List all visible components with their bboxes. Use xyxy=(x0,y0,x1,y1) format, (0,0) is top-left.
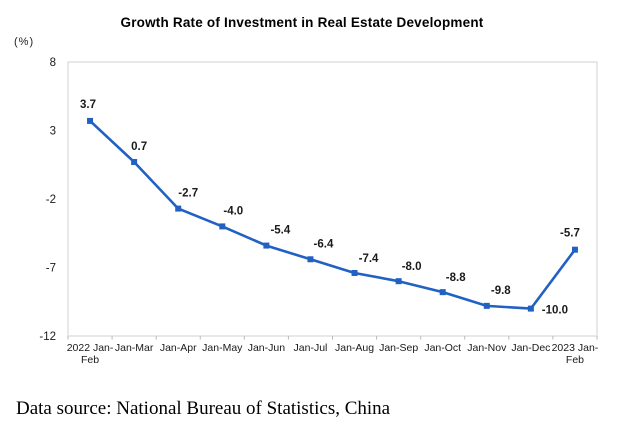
svg-text:2022 Jan-: 2022 Jan- xyxy=(67,342,114,354)
chart-title: Growth Rate of Investment in Real Estate… xyxy=(120,15,484,30)
svg-text:Jan-Jul: Jan-Jul xyxy=(294,342,328,354)
y-axis-unit-label: (%) xyxy=(14,36,35,48)
svg-text:3: 3 xyxy=(50,126,56,138)
svg-text:-6.4: -6.4 xyxy=(314,238,334,250)
svg-text:Jan-Nov: Jan-Nov xyxy=(467,342,507,354)
svg-text:Jan-Jun: Jan-Jun xyxy=(248,342,286,354)
svg-text:3.7: 3.7 xyxy=(80,99,96,111)
svg-text:Jan-Dec: Jan-Dec xyxy=(511,342,550,354)
svg-text:0.7: 0.7 xyxy=(131,141,147,153)
svg-text:-7: -7 xyxy=(46,263,56,275)
svg-text:-5.4: -5.4 xyxy=(270,225,290,237)
svg-text:Jan-Sep: Jan-Sep xyxy=(379,342,418,354)
svg-text:-9.8: -9.8 xyxy=(491,285,511,297)
svg-text:-10.0: -10.0 xyxy=(542,305,568,317)
svg-text:8: 8 xyxy=(50,57,56,69)
svg-text:Jan-Apr: Jan-Apr xyxy=(160,342,197,354)
svg-text:Jan-Oct: Jan-Oct xyxy=(424,342,461,354)
svg-text:Jan-May: Jan-May xyxy=(202,342,243,354)
svg-text:2023 Jan-: 2023 Jan- xyxy=(552,342,599,354)
svg-text:Jan-Mar: Jan-Mar xyxy=(115,342,154,354)
svg-text:Jan-Aug: Jan-Aug xyxy=(335,342,374,354)
svg-text:-4.0: -4.0 xyxy=(223,205,243,217)
svg-text:Feb: Feb xyxy=(566,354,584,366)
svg-text:-8.0: -8.0 xyxy=(402,261,422,273)
data-source-note: Data source: National Bureau of Statisti… xyxy=(16,398,391,419)
svg-text:-12: -12 xyxy=(39,331,56,343)
svg-text:-5.7: -5.7 xyxy=(560,228,580,240)
svg-text:-8.8: -8.8 xyxy=(446,272,466,284)
svg-text:-2: -2 xyxy=(46,194,56,206)
svg-text:Feb: Feb xyxy=(81,354,99,366)
svg-text:-2.7: -2.7 xyxy=(178,188,198,200)
svg-text:-7.4: -7.4 xyxy=(359,253,379,265)
